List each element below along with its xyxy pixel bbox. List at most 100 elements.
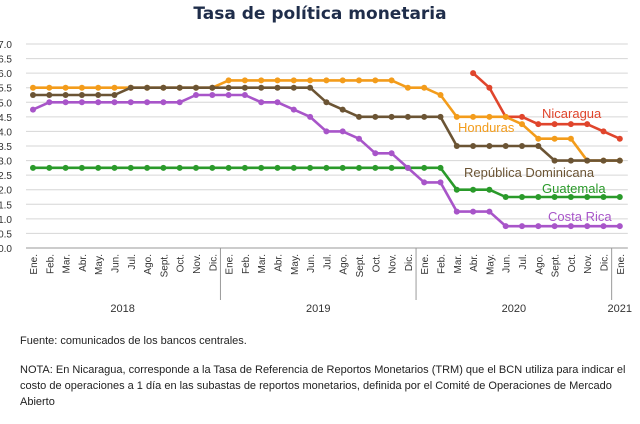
data-point	[78, 164, 85, 171]
data-point	[356, 164, 362, 171]
data-point	[160, 99, 167, 106]
x-tick-label: Ene.	[29, 254, 40, 275]
x-tick-label: Sept.	[159, 254, 170, 277]
data-point	[339, 77, 346, 84]
data-point	[421, 179, 428, 186]
data-point	[62, 99, 69, 106]
data-point	[519, 113, 525, 120]
data-point	[551, 223, 558, 230]
y-tick-label: 4.5	[0, 113, 12, 124]
year-label: 2018	[110, 303, 134, 315]
data-point	[95, 92, 102, 98]
data-point	[616, 157, 623, 164]
data-point	[372, 77, 379, 84]
data-point	[160, 164, 167, 171]
y-tick-label: 6.0	[0, 69, 12, 80]
data-point	[225, 77, 232, 84]
data-point	[486, 84, 493, 91]
series-label: República Dominicana	[464, 165, 595, 180]
x-tick-label: May.	[290, 254, 301, 275]
x-tick-label: Abr.	[469, 254, 480, 272]
data-point	[111, 84, 118, 91]
data-point	[616, 194, 623, 200]
x-tick-label: Oct.	[371, 254, 382, 272]
data-point	[323, 77, 330, 84]
data-point	[535, 143, 542, 149]
data-point	[144, 84, 151, 91]
y-tick-label: 0.5	[0, 229, 12, 240]
x-tick-label: Ago.	[534, 254, 545, 275]
series-line	[33, 86, 620, 162]
x-tick-label: Feb.	[45, 254, 56, 274]
data-point	[225, 164, 232, 171]
x-tick-label: Ene.	[420, 254, 431, 275]
data-point	[567, 223, 574, 230]
data-point	[535, 223, 542, 230]
data-point	[388, 113, 395, 120]
data-point	[241, 84, 248, 91]
x-tick-label: May.	[94, 254, 105, 275]
data-point	[502, 194, 509, 200]
data-point	[437, 113, 444, 120]
series-label: Honduras	[458, 120, 515, 135]
data-point	[551, 194, 558, 200]
data-point	[388, 164, 395, 171]
data-point	[372, 113, 379, 120]
data-point	[290, 164, 297, 171]
data-point	[225, 92, 232, 98]
data-point	[30, 106, 36, 113]
data-point	[616, 135, 623, 142]
data-point	[193, 84, 199, 91]
data-point	[241, 77, 248, 84]
data-point	[470, 186, 477, 193]
data-point	[258, 84, 265, 91]
x-tick-label: Sept.	[355, 254, 366, 277]
data-point	[290, 106, 297, 113]
y-tick-label: 6.5	[0, 55, 12, 66]
data-point	[111, 92, 118, 98]
data-point	[567, 194, 574, 200]
x-tick-label: Ago.	[339, 254, 350, 275]
data-point	[486, 208, 493, 215]
y-tick-label: 3.5	[0, 142, 12, 153]
data-point	[323, 99, 330, 106]
data-point	[274, 77, 281, 84]
data-point	[388, 150, 395, 157]
x-tick-label: Abr.	[274, 254, 285, 272]
data-point	[600, 194, 607, 200]
data-point	[307, 164, 314, 171]
year-label: 2021	[608, 303, 632, 315]
x-tick-label: Nov.	[388, 254, 399, 274]
data-point	[502, 223, 509, 230]
x-tick-label: Sept.	[551, 254, 562, 277]
data-point	[62, 164, 69, 171]
x-tick-label: Jun.	[306, 254, 317, 273]
data-point	[584, 223, 591, 230]
data-point	[95, 164, 102, 171]
year-label: 2019	[306, 303, 330, 315]
data-point	[502, 143, 509, 149]
year-label: 2020	[502, 303, 526, 315]
data-point	[307, 77, 314, 84]
data-point	[307, 113, 314, 120]
data-point	[600, 223, 607, 230]
data-point	[584, 121, 591, 128]
data-point	[567, 157, 574, 164]
x-tick-label: Abr.	[78, 254, 89, 272]
data-point	[144, 164, 151, 171]
data-point	[567, 135, 574, 142]
x-tick-label: Feb.	[437, 254, 448, 274]
data-point	[421, 84, 428, 91]
x-tick-label: Nov.	[192, 254, 203, 274]
data-point	[209, 92, 216, 98]
y-tick-label: 5.5	[0, 84, 12, 95]
data-point	[144, 99, 151, 106]
data-point	[616, 223, 623, 230]
data-point	[241, 92, 248, 98]
data-point	[176, 164, 183, 171]
data-point	[486, 186, 493, 193]
data-point	[470, 208, 477, 215]
data-point	[209, 84, 216, 91]
nicaragua-note: NOTA: En Nicaragua, corresponde a la Tas…	[20, 364, 626, 408]
x-tick-label: Oct.	[176, 254, 187, 272]
